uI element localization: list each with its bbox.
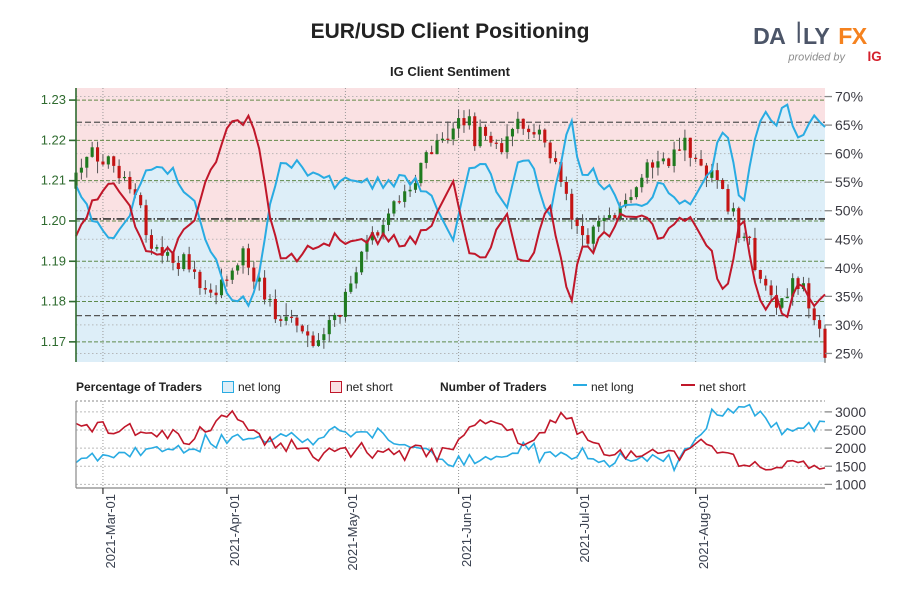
svg-text:2500: 2500: [835, 422, 866, 438]
svg-text:1000: 1000: [835, 476, 866, 492]
svg-text:3000: 3000: [835, 404, 866, 420]
svg-text:2000: 2000: [835, 440, 866, 456]
svg-text:1500: 1500: [835, 458, 866, 474]
